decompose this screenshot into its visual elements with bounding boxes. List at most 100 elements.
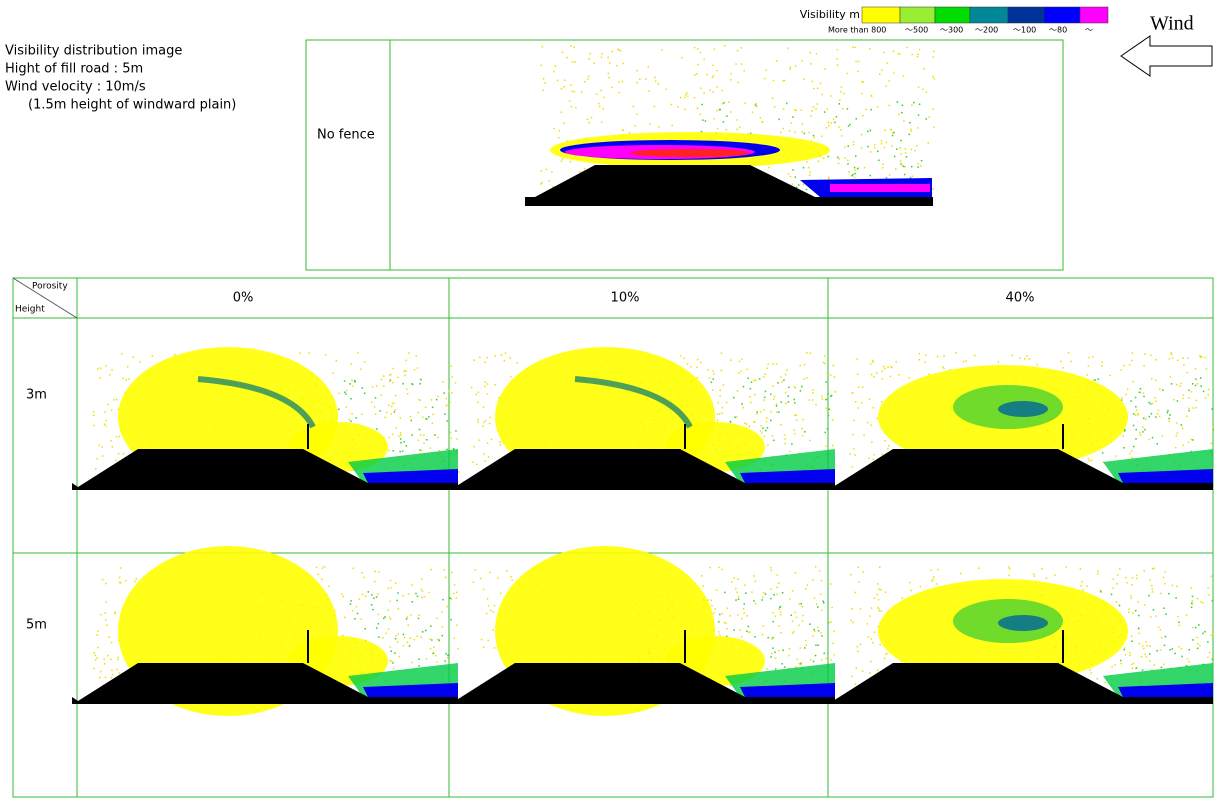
particle bbox=[784, 438, 786, 440]
particle bbox=[753, 600, 755, 602]
particle bbox=[737, 578, 739, 580]
particle bbox=[473, 446, 475, 448]
particle bbox=[832, 643, 834, 645]
particle bbox=[942, 366, 944, 368]
particle bbox=[755, 103, 757, 105]
particle bbox=[868, 636, 870, 638]
particle bbox=[903, 75, 905, 77]
particle bbox=[817, 103, 819, 105]
particle bbox=[1145, 418, 1147, 420]
particle bbox=[817, 88, 819, 90]
particle bbox=[420, 637, 422, 639]
particle bbox=[932, 579, 934, 581]
particle bbox=[738, 599, 740, 601]
particle bbox=[784, 666, 786, 668]
particle bbox=[111, 670, 113, 672]
particle bbox=[388, 628, 390, 630]
particle bbox=[809, 440, 811, 442]
particle bbox=[847, 108, 849, 110]
particle bbox=[717, 413, 719, 415]
particle bbox=[853, 448, 855, 450]
particle bbox=[609, 63, 611, 65]
particle bbox=[776, 594, 778, 596]
particle bbox=[1211, 634, 1213, 636]
particle bbox=[770, 656, 772, 658]
particle bbox=[93, 425, 95, 427]
particle bbox=[871, 95, 873, 97]
particle bbox=[824, 653, 826, 655]
particle bbox=[850, 620, 852, 622]
particle bbox=[856, 667, 858, 669]
particle bbox=[445, 398, 447, 400]
particle bbox=[862, 115, 864, 117]
particle bbox=[908, 377, 910, 379]
particle bbox=[1160, 593, 1162, 595]
particle bbox=[881, 140, 883, 142]
particle bbox=[1152, 403, 1154, 405]
legend-label: ～100 bbox=[1013, 26, 1036, 35]
particle bbox=[711, 600, 713, 602]
particle bbox=[332, 372, 334, 374]
particle bbox=[111, 409, 113, 411]
particle bbox=[396, 600, 398, 602]
particle bbox=[600, 90, 602, 92]
particle bbox=[748, 626, 750, 628]
particle bbox=[804, 133, 806, 135]
particle bbox=[783, 379, 785, 381]
particle bbox=[393, 403, 395, 405]
particle bbox=[721, 90, 723, 92]
particle bbox=[874, 631, 876, 633]
particle bbox=[117, 659, 119, 661]
particle bbox=[432, 407, 434, 409]
particle bbox=[780, 614, 782, 616]
particle bbox=[936, 583, 938, 585]
particle bbox=[837, 64, 839, 66]
particle bbox=[419, 400, 421, 402]
particle bbox=[402, 383, 404, 385]
particle bbox=[717, 128, 719, 130]
particle bbox=[1143, 648, 1145, 650]
particle bbox=[858, 407, 860, 409]
particle bbox=[410, 614, 412, 616]
particle bbox=[1183, 394, 1185, 396]
particle bbox=[876, 594, 878, 596]
particle bbox=[832, 419, 834, 421]
particle bbox=[542, 46, 544, 48]
particle bbox=[455, 382, 457, 384]
particle bbox=[360, 619, 362, 621]
particle bbox=[857, 646, 859, 648]
particle bbox=[608, 77, 610, 79]
particle bbox=[1026, 356, 1028, 358]
particle bbox=[483, 647, 485, 649]
particle bbox=[802, 184, 804, 186]
particle bbox=[389, 660, 391, 662]
particle bbox=[101, 446, 103, 448]
particle bbox=[933, 576, 935, 578]
particle bbox=[724, 45, 726, 47]
particle bbox=[737, 82, 739, 84]
particle bbox=[791, 122, 793, 124]
particle bbox=[830, 396, 832, 398]
particle bbox=[1142, 669, 1144, 671]
particle bbox=[403, 645, 405, 647]
particle bbox=[818, 161, 820, 163]
particle bbox=[636, 70, 638, 72]
particle bbox=[105, 425, 107, 427]
particle bbox=[904, 174, 906, 176]
particle bbox=[780, 632, 782, 634]
particle bbox=[773, 440, 775, 442]
particle bbox=[763, 376, 765, 378]
particle bbox=[963, 361, 965, 363]
particle bbox=[1152, 568, 1154, 570]
particle bbox=[407, 393, 409, 395]
particle bbox=[755, 603, 757, 605]
particle bbox=[1139, 643, 1141, 645]
particle bbox=[447, 655, 449, 657]
particle bbox=[403, 634, 405, 636]
particle bbox=[428, 416, 430, 418]
particle bbox=[483, 406, 485, 408]
particle bbox=[869, 399, 871, 401]
particle bbox=[890, 129, 892, 131]
particle bbox=[1209, 652, 1211, 654]
particle bbox=[701, 104, 703, 106]
